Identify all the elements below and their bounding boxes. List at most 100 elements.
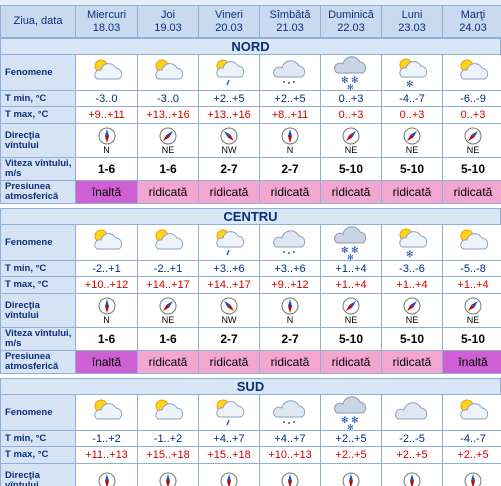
cell-text: -6..-9 (460, 92, 486, 105)
weather-icon-cell: ✻ ✻ ✻ (320, 224, 382, 261)
cell-text: 5-10 (399, 162, 425, 176)
weather-icon-cell (381, 394, 443, 431)
wind-cell: NE (381, 293, 443, 328)
tmax-cell: +14..+17 (137, 276, 199, 294)
wind-direction: NE (344, 144, 358, 155)
wind-cell: NE (137, 293, 199, 328)
weather-icon-cell: ✻ ✻ ✻ (320, 54, 382, 91)
day-header: Joi 19.03 (137, 5, 199, 38)
wind-direction: N (103, 314, 110, 325)
cell-text: 1-6 (159, 162, 177, 176)
weather-icon (155, 399, 184, 419)
cell-text: -2..+1 (92, 262, 121, 275)
tmin-cell: +2..+5 (320, 430, 382, 447)
weather-icon (216, 59, 245, 85)
speed-cell: 5-10 (442, 327, 501, 351)
cell-text: 0..+3 (338, 92, 364, 105)
cell-text: +14..+17 (207, 279, 251, 291)
cell-text: -5..-8 (460, 262, 486, 275)
tmax-cell: +15..+18 (198, 446, 260, 464)
day-name: Vineri (215, 8, 243, 21)
pressure-cell: ridicată (381, 350, 443, 374)
tmin-cell: -3..-6 (381, 260, 443, 277)
cell-text: ridicată (392, 355, 432, 369)
cell-text: ridicată (331, 185, 371, 199)
compass (342, 127, 360, 144)
wind-direction: N (286, 314, 294, 325)
compass (403, 127, 421, 144)
tmin-cell: +4..+7 (198, 430, 260, 447)
tmin-cell: -4..-7 (442, 430, 501, 447)
cell-text: 5-10 (460, 332, 486, 346)
row-label: Direcţia vîntului (0, 123, 76, 158)
wind-cell: NW (198, 293, 260, 328)
tmax-cell: +2..+5 (320, 446, 382, 464)
cell-text: SUD (236, 379, 265, 394)
weather-icon-cell (75, 224, 138, 261)
cell-text: T max, °C (5, 449, 49, 460)
weather-icon-cell (198, 224, 260, 261)
cell-text: +2..+5 (335, 449, 367, 461)
day-date: 20.03 (215, 21, 243, 34)
row-label: Fenomene (0, 394, 76, 431)
cell-text: 0..+3 (338, 109, 364, 121)
compass (220, 472, 238, 486)
wind-cell: NW (198, 123, 260, 158)
cell-text: +2..+5 (213, 92, 245, 105)
tmin-cell: +2..+5 (259, 90, 321, 107)
row-label: Fenomene (0, 54, 76, 91)
svg-text:✻ ✻: ✻ ✻ (341, 245, 359, 255)
row-label: T max, °C (0, 276, 76, 294)
tmax-cell: 0..+3 (442, 106, 501, 124)
weather-icon-cell (137, 54, 199, 91)
weather-icon-cell (259, 54, 321, 91)
wind-cell (320, 463, 382, 486)
tmin-cell: -3..0 (137, 90, 199, 107)
speed-cell: 5-10 (320, 327, 382, 351)
weather-icon-cell (259, 224, 321, 261)
cell-text: Fenomene (5, 406, 53, 418)
cell-text: ridicată (392, 185, 432, 199)
tmin-cell: -6..-9 (442, 90, 501, 107)
pressure-cell: ridicată (320, 350, 382, 374)
row-label: T min, °C (0, 260, 76, 277)
cell-text: Direcţia vîntului (5, 129, 40, 151)
speed-cell: 1-6 (137, 157, 199, 181)
tmax-cell: +8..+11 (259, 106, 321, 124)
weather-icon: ✻ ✻✻ (334, 395, 367, 431)
cell-text: +10..+12 (84, 279, 129, 291)
cell-text: T max, °C (5, 279, 49, 290)
compass (220, 297, 238, 314)
wind-cell: N (259, 293, 321, 328)
tmin-cell: -5..-8 (442, 260, 501, 277)
wind-cell (198, 463, 260, 486)
row-label: T min, °C (0, 90, 76, 107)
cell-text: +8..+11 (271, 109, 309, 121)
day-header: Miercuri 18.03 (75, 5, 138, 38)
day-name: Miercuri (86, 8, 127, 21)
weather-icon-cell: ✻ (381, 224, 443, 261)
cell-text: 1-6 (97, 332, 116, 346)
day-date: 24.03 (459, 21, 487, 34)
cell-text: -4..-7 (399, 92, 425, 105)
tmax-cell: +14..+17 (198, 276, 260, 294)
compass (98, 472, 115, 486)
cell-text: 0..+3 (460, 109, 486, 121)
tmax-cell: +1..+4 (442, 276, 501, 294)
cell-text: +1..+4 (335, 279, 367, 291)
tmax-cell: +9..+11 (75, 106, 138, 124)
speed-cell: 5-10 (320, 157, 382, 181)
tmin-cell: -2..+1 (137, 260, 199, 277)
day-header: Vineri 20.03 (198, 5, 260, 38)
weather-icon (273, 399, 306, 424)
speed-cell: 5-10 (442, 157, 501, 181)
speed-cell: 2-7 (259, 327, 321, 351)
day-header: Luni 23.03 (381, 5, 443, 38)
cell-text: 5-10 (338, 162, 364, 176)
cell-text: ridicată (148, 185, 188, 199)
compass (159, 472, 177, 486)
speed-cell: 1-6 (137, 327, 199, 351)
compass (403, 297, 421, 314)
weather-icon: ✻ ✻✻ (334, 225, 367, 261)
cell-text: +13..+16 (146, 109, 190, 121)
